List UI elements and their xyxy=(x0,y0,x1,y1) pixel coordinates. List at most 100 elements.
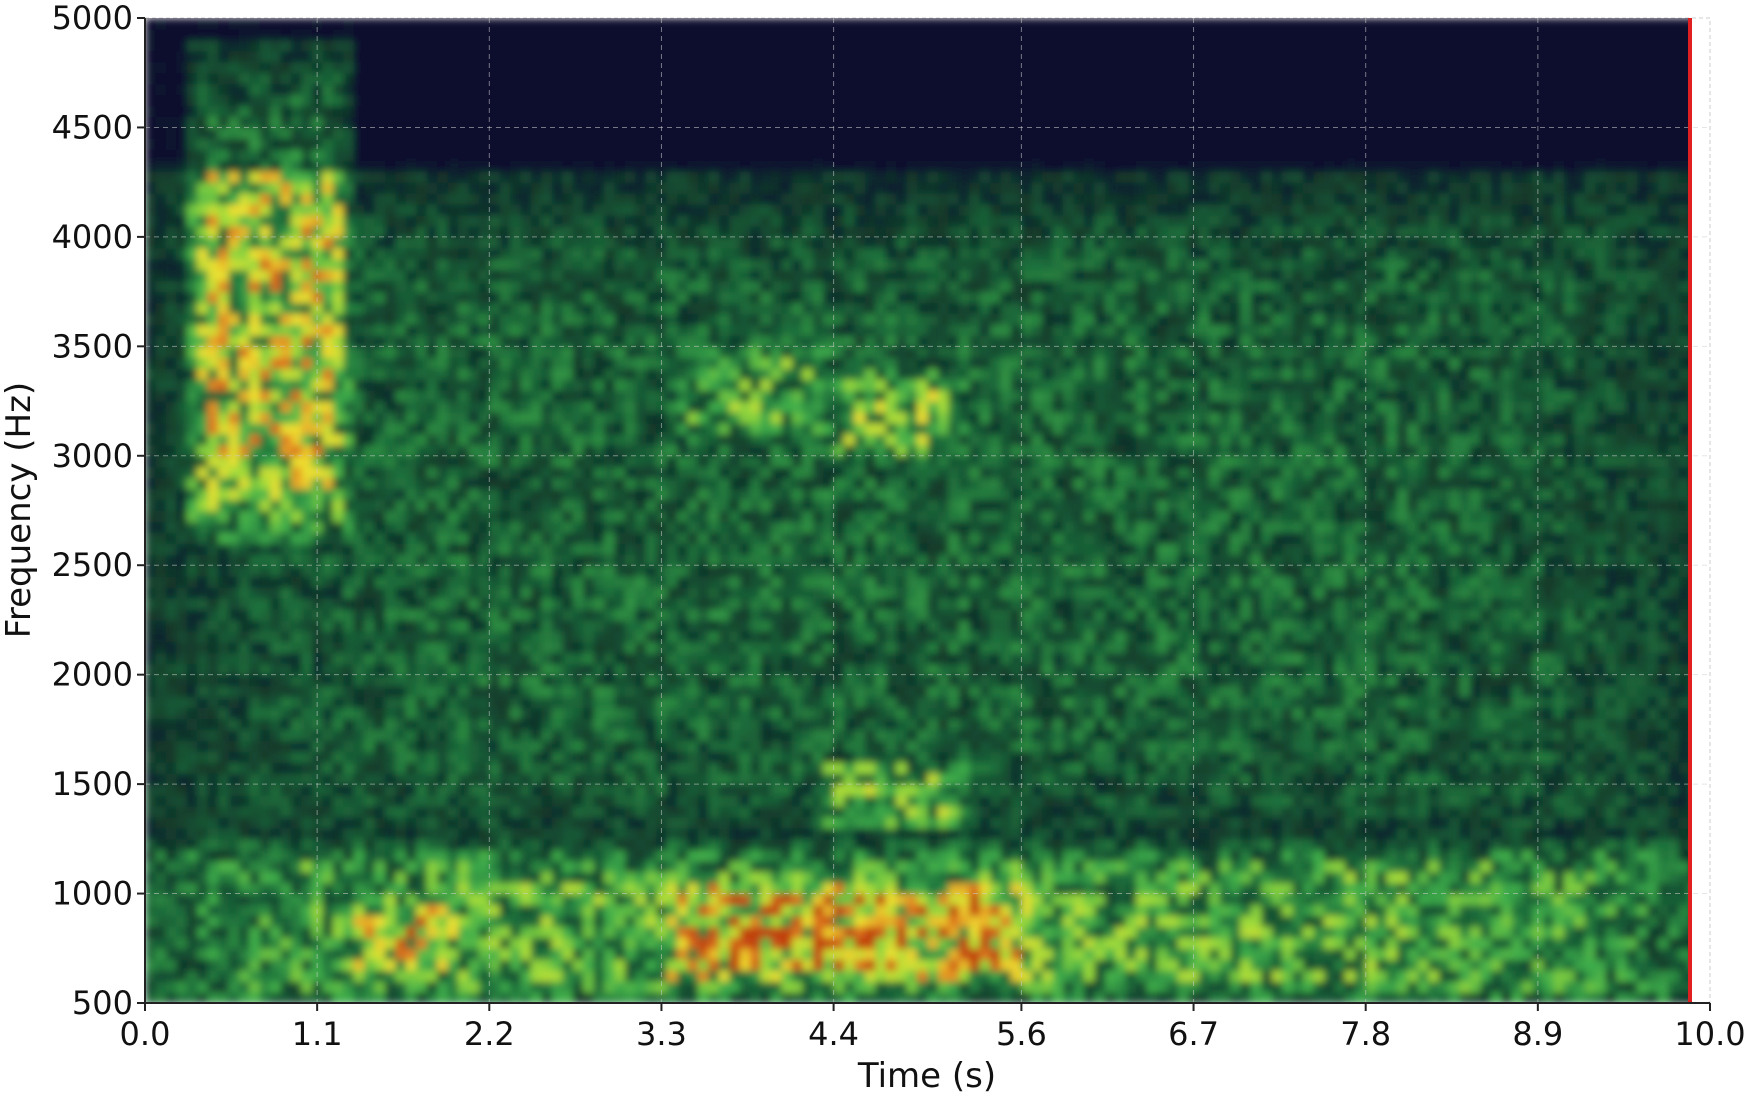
heatmap-cell xyxy=(249,499,261,512)
heatmap-cell xyxy=(186,105,198,118)
heatmap-cell xyxy=(697,630,709,643)
heatmap-cell xyxy=(301,740,313,752)
heatmap-cell xyxy=(249,543,261,555)
heatmap-cell xyxy=(624,915,636,927)
heatmap-cell xyxy=(165,784,177,796)
heatmap-cell xyxy=(687,390,699,402)
heatmap-cell xyxy=(426,39,438,52)
heatmap-cell xyxy=(624,444,636,457)
heatmap-cell xyxy=(572,236,584,249)
heatmap-cell xyxy=(677,302,689,315)
heatmap-cell xyxy=(562,641,574,654)
heatmap-cell xyxy=(395,18,407,30)
heatmap-cell xyxy=(416,981,428,993)
heatmap-cell xyxy=(186,871,198,884)
heatmap-cell xyxy=(207,948,219,960)
heatmap-cell xyxy=(478,926,490,938)
heatmap-cell xyxy=(322,849,334,862)
heatmap-cell xyxy=(228,160,240,172)
heatmap-cell xyxy=(468,729,480,741)
heatmap-cell xyxy=(583,236,595,249)
heatmap-cell xyxy=(489,412,501,424)
heatmap-cell xyxy=(447,346,459,358)
heatmap-cell xyxy=(332,215,344,227)
heatmap-cell xyxy=(624,860,636,873)
heatmap-cell xyxy=(677,849,689,862)
heatmap-cell xyxy=(155,652,167,665)
heatmap-cell xyxy=(687,357,699,369)
heatmap-cell xyxy=(332,127,344,139)
heatmap-cell xyxy=(583,346,595,358)
heatmap-cell xyxy=(437,258,449,271)
heatmap-cell xyxy=(458,663,470,676)
heatmap-cell xyxy=(259,860,271,873)
heatmap-cell xyxy=(343,215,355,227)
heatmap-cell xyxy=(405,795,417,807)
heatmap-cell xyxy=(384,357,396,369)
heatmap-cell xyxy=(280,652,292,665)
heatmap-cell xyxy=(374,707,386,720)
heatmap-cell xyxy=(666,466,678,479)
heatmap-cell xyxy=(666,937,678,949)
heatmap-cell xyxy=(635,619,647,632)
heatmap-cell xyxy=(165,379,177,391)
heatmap-cell xyxy=(322,499,334,512)
heatmap-cell xyxy=(228,280,240,293)
heatmap-cell xyxy=(520,422,532,435)
heatmap-cell xyxy=(551,674,563,687)
heatmap-cell xyxy=(218,740,230,752)
heatmap-cell xyxy=(677,718,689,730)
heatmap-cell xyxy=(541,937,553,949)
heatmap-cell xyxy=(364,335,376,347)
heatmap-cell xyxy=(280,127,292,139)
heatmap-cell xyxy=(531,357,543,369)
heatmap-cell xyxy=(405,477,417,490)
heatmap-cell xyxy=(499,182,511,194)
heatmap-cell xyxy=(291,444,303,457)
heatmap-cell xyxy=(322,882,334,895)
heatmap-cell xyxy=(249,981,261,993)
heatmap-cell xyxy=(238,499,250,512)
heatmap-cell xyxy=(395,412,407,424)
heatmap-cell xyxy=(374,959,386,971)
heatmap-cell xyxy=(541,368,553,380)
heatmap-cell xyxy=(238,247,250,260)
heatmap-cell xyxy=(437,433,449,446)
heatmap-cell xyxy=(416,762,428,774)
heatmap-cell xyxy=(562,882,574,895)
heatmap-cell xyxy=(145,357,157,369)
heatmap-cell xyxy=(478,368,490,380)
heatmap-cell xyxy=(165,532,177,544)
heatmap-cell xyxy=(238,871,250,884)
heatmap-cell xyxy=(395,466,407,479)
heatmap-cell xyxy=(238,685,250,698)
heatmap-cell xyxy=(280,565,292,577)
heatmap-cell xyxy=(562,992,574,1003)
heatmap-cell xyxy=(478,215,490,227)
heatmap-cell xyxy=(624,510,636,523)
heatmap-cell xyxy=(322,926,334,938)
heatmap-cell xyxy=(186,215,198,227)
heatmap-cell xyxy=(228,992,240,1003)
heatmap-cell xyxy=(197,619,209,632)
heatmap-cell xyxy=(280,915,292,927)
heatmap-cell xyxy=(551,335,563,347)
heatmap-cell xyxy=(624,379,636,391)
heatmap-cell xyxy=(384,652,396,665)
heatmap-cell xyxy=(437,532,449,544)
heatmap-cell xyxy=(593,576,605,588)
heatmap-cell xyxy=(447,83,459,96)
heatmap-cell xyxy=(416,171,428,183)
heatmap-cell xyxy=(478,357,490,369)
heatmap-cell xyxy=(207,18,219,30)
heatmap-cell xyxy=(416,806,428,818)
heatmap-cell xyxy=(708,773,720,785)
heatmap-cell xyxy=(541,707,553,720)
heatmap-cell xyxy=(364,171,376,183)
heatmap-cell xyxy=(541,313,553,326)
heatmap-cell xyxy=(426,970,438,982)
heatmap-cell xyxy=(197,182,209,194)
heatmap-cell xyxy=(489,806,501,818)
heatmap-cell xyxy=(249,773,261,785)
heatmap-cell xyxy=(708,576,720,588)
